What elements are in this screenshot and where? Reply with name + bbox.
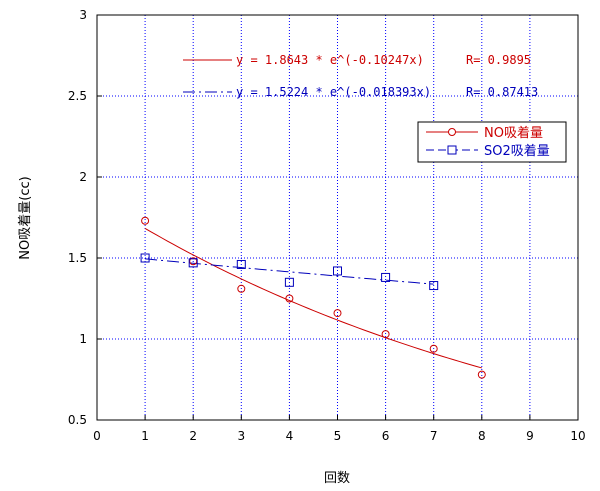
point-series-2	[236, 259, 246, 269]
legend-box	[417, 121, 567, 163]
fit-r-value-1: R= 0.9895	[466, 53, 531, 67]
y-tick-label: 1.5	[68, 251, 87, 265]
legend: NO吸着量 SO2吸着量	[417, 121, 567, 163]
fit-curve-1	[144, 227, 482, 369]
fit-equations: y = 1.8643 * e^(-0.10247x) R= 0.9895 y = 1…	[183, 53, 538, 99]
legend-label-2: SO2吸着量	[484, 143, 550, 159]
point-series-2	[429, 281, 439, 291]
point-series-1	[141, 216, 150, 225]
x-tick-label: 0	[93, 429, 101, 443]
point-series-2	[381, 272, 391, 282]
x-tick-label: 9	[526, 429, 534, 443]
grid-lines	[97, 15, 578, 420]
fit-equation-2: y = 1.5224 * e^(-0.018393x)	[236, 85, 431, 99]
axis-ticks: 0 1 2 3 4 5 6 7 8 9 10 0.5 1 1.5 2 2.5 3	[68, 8, 586, 443]
x-tick-label: 10	[570, 429, 585, 443]
point-series-1	[477, 370, 486, 379]
y-tick-label: 3	[79, 8, 87, 22]
point-series-1	[285, 294, 294, 303]
y-tick-label: 2	[79, 170, 87, 184]
point-series-2	[140, 253, 150, 263]
x-tick-label: 2	[189, 429, 197, 443]
x-tick-label: 5	[334, 429, 342, 443]
fit-curves	[144, 227, 482, 369]
legend-label-1: NO吸着量	[484, 125, 543, 141]
x-tick-label: 4	[286, 429, 294, 443]
legend-marker-1	[448, 128, 456, 136]
point-series-2	[188, 258, 198, 268]
fit-equation-1: y = 1.8643 * e^(-0.10247x)	[236, 53, 424, 67]
x-tick-label: 6	[382, 429, 390, 443]
x-tick-label: 1	[141, 429, 149, 443]
x-tick-label: 7	[430, 429, 438, 443]
point-series-2	[333, 266, 342, 276]
point-series-1	[237, 284, 246, 293]
fit-r-value-2: R= 0.87413	[466, 85, 538, 99]
point-series-2	[284, 277, 294, 287]
point-series-1	[381, 330, 390, 339]
y-tick-label: 0.5	[68, 413, 87, 427]
point-series-1	[333, 309, 342, 318]
fit-curve-2	[145, 258, 434, 285]
x-tick-label: 3	[237, 429, 245, 443]
x-tick-label: 8	[478, 429, 486, 443]
legend-marker-2	[447, 145, 457, 155]
x-axis-title: 回数	[324, 471, 350, 486]
point-series-1	[429, 344, 438, 353]
y-tick-label: 1	[79, 332, 87, 346]
y-axis-title: NO吸着量(cc)	[17, 176, 33, 259]
y-tick-label: 2.5	[68, 89, 87, 103]
data-points	[140, 216, 486, 379]
